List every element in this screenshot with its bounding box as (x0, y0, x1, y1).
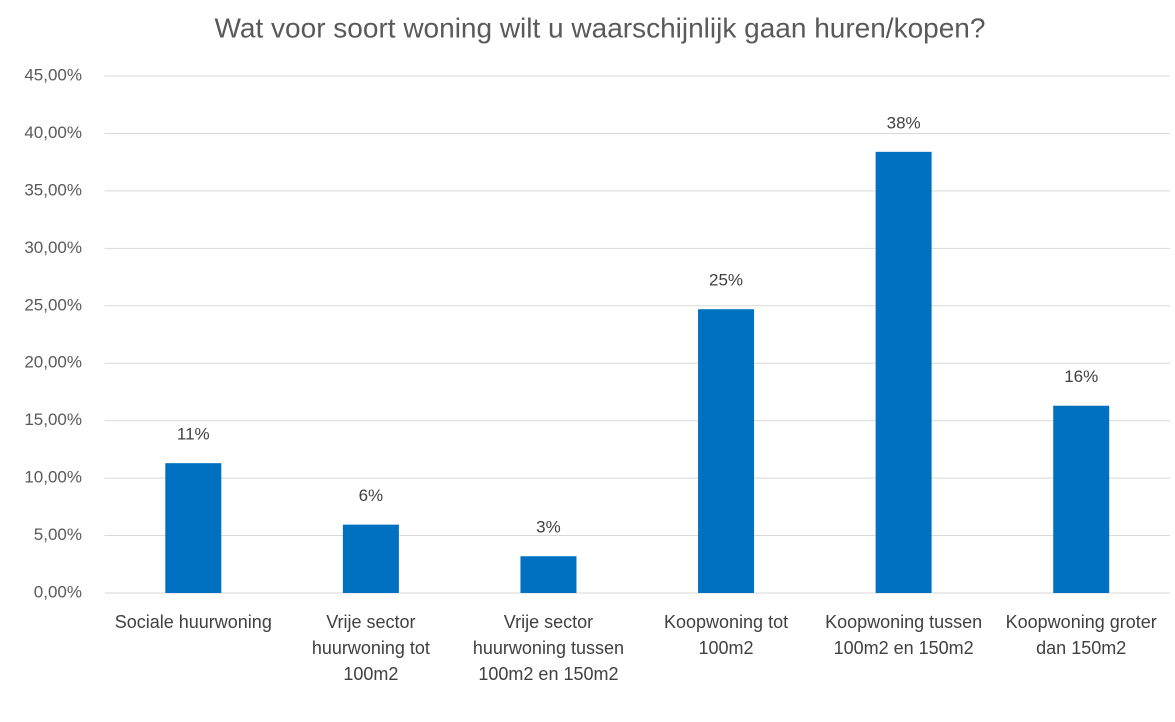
y-tick-label: 20,00% (24, 353, 82, 372)
y-tick-label: 5,00% (34, 525, 82, 544)
x-tick-label: Vrije sector huurwoning tot 100m2 (311, 612, 430, 684)
data-label: 3% (536, 518, 561, 537)
x-tick-label: Koopwoning groter dan 150m2 (1005, 612, 1157, 658)
y-tick-label: 25,00% (24, 295, 82, 314)
bar (875, 151, 932, 593)
y-tick-label: 30,00% (24, 238, 82, 257)
x-tick-label: Sociale huurwoning (114, 612, 272, 632)
bar (1053, 405, 1110, 593)
y-tick-label: 40,00% (24, 123, 82, 142)
bar (342, 524, 399, 593)
y-tick-label: 0,00% (34, 582, 82, 601)
data-label: 38% (887, 113, 921, 132)
bar (698, 309, 755, 593)
y-tick-label: 10,00% (24, 468, 82, 487)
data-label: 25% (709, 271, 743, 290)
x-tick-label: Vrije sector huurwoning tussen 100m2 en … (472, 612, 624, 684)
y-tick-label: 45,00% (24, 65, 82, 84)
chart-title: Wat voor soort woning wilt u waarschijnl… (215, 12, 986, 43)
y-tick-label: 35,00% (24, 180, 82, 199)
data-label: 11% (177, 425, 210, 444)
y-tick-label: 15,00% (24, 410, 82, 429)
bar (165, 463, 222, 593)
data-label: 6% (359, 486, 384, 505)
x-tick-label: Koopwoning tussen 100m2 en 150m2 (825, 612, 983, 658)
x-tick-label: Koopwoning tot 100m2 (663, 612, 789, 658)
data-label: 16% (1064, 367, 1098, 386)
bar (520, 556, 577, 593)
